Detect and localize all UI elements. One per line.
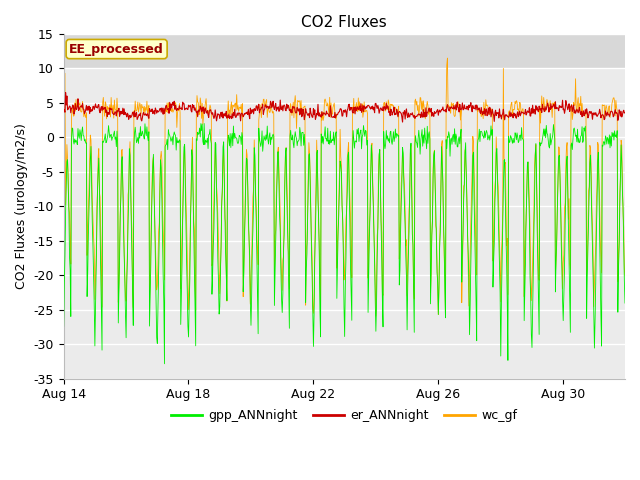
Legend: gpp_ANNnight, er_ANNnight, wc_gf: gpp_ANNnight, er_ANNnight, wc_gf bbox=[166, 404, 522, 427]
Text: EE_processed: EE_processed bbox=[69, 43, 164, 56]
Y-axis label: CO2 Fluxes (urology/m2/s): CO2 Fluxes (urology/m2/s) bbox=[15, 123, 28, 289]
Title: CO2 Fluxes: CO2 Fluxes bbox=[301, 15, 387, 30]
Bar bbox=[63, 34, 625, 69]
